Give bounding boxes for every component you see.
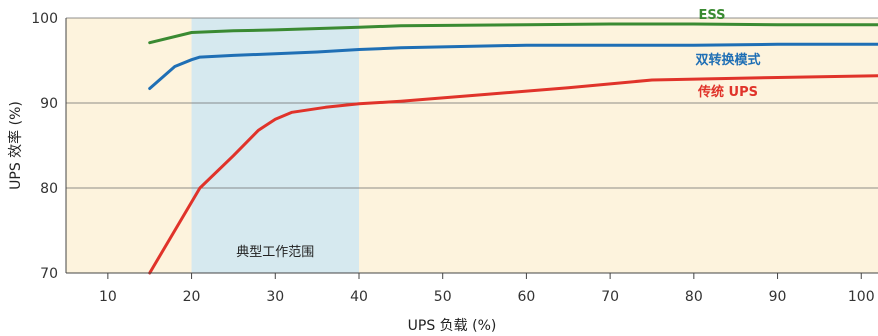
y-tick-label: 90	[40, 96, 58, 112]
typical-range-band	[191, 18, 359, 273]
y-tick-label: 100	[31, 11, 58, 27]
x-tick-label: 60	[517, 289, 535, 305]
series-line-2	[148, 74, 878, 275]
series-label-1: 双转换模式	[695, 52, 760, 68]
x-tick-label: 30	[266, 289, 284, 305]
series-label-0: ESS	[698, 8, 725, 23]
x-tick-label: 80	[685, 289, 703, 305]
series-line-0	[148, 22, 878, 45]
series-label-2: 传统 UPS	[697, 84, 758, 100]
y-axis-title: UPS 效率 (%)	[7, 101, 24, 190]
x-tick-label: 90	[769, 289, 787, 305]
x-tick-label: 50	[434, 289, 452, 305]
typical-range-label: 典型工作范围	[236, 245, 314, 260]
x-tick-label: 70	[601, 289, 619, 305]
y-tick-label: 80	[40, 181, 58, 197]
x-axis-title: UPS 负载 (%)	[408, 318, 497, 334]
x-tick-label: 20	[183, 289, 201, 305]
x-tick-label: 10	[99, 289, 117, 305]
x-tick-label: 40	[350, 289, 368, 305]
y-tick-label: 70	[40, 266, 58, 282]
x-tick-label: 100	[848, 289, 875, 305]
series-line-1	[148, 42, 878, 90]
